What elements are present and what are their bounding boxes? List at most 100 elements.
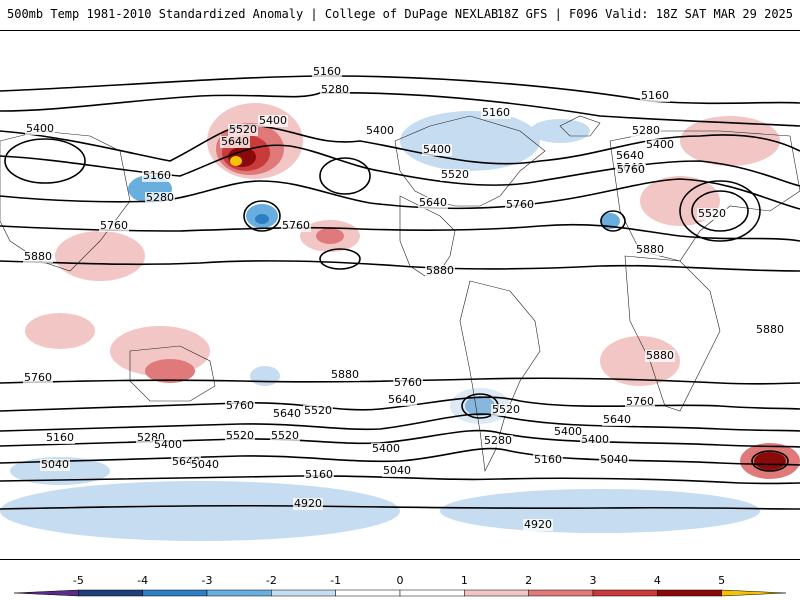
anomaly-blob: [600, 213, 620, 229]
anomaly-blob: [145, 359, 195, 383]
colorbar-segment: [271, 589, 336, 597]
contour-label-bg: [272, 408, 302, 420]
contour-label-bg: [616, 164, 646, 176]
contour-label-bg: [533, 454, 563, 466]
contour-label: 5520: [226, 429, 254, 442]
contour-label-bg: [483, 435, 513, 447]
contour-label: 5400: [581, 433, 609, 446]
contour-label-bg: [491, 404, 521, 416]
contour-label-bg: [418, 197, 448, 209]
anomaly-blob: [754, 452, 786, 470]
contour-label: 5040: [383, 464, 411, 477]
contour-label-bg: [553, 426, 583, 438]
contour-label: 4920: [294, 497, 322, 510]
map-title: 500mb Temp 1981-2010 Standardized Anomal…: [7, 7, 499, 21]
colorbar-segments: [13, 589, 787, 597]
model-run-info: 18Z GFS | F096 Valid: 18Z SAT MAR 29 202…: [496, 7, 793, 21]
contour-label-bg: [220, 136, 250, 148]
contour-label-bg: [281, 220, 311, 232]
contour-label-bg: [505, 199, 535, 211]
contour-label: 5760: [100, 219, 128, 232]
colorbar-segment: [206, 589, 272, 597]
colorbar-segment: [721, 589, 787, 597]
contour-label: 5640: [273, 407, 301, 420]
contour-label: 5400: [423, 143, 451, 156]
contour-label: 5880: [426, 264, 454, 277]
colorbar-tick-label: 4: [654, 574, 661, 587]
contour-label: 5640: [419, 196, 447, 209]
colorbar-segment: [464, 589, 529, 597]
colorbar-tick-label: 0: [397, 574, 404, 587]
contour-label: 5520: [304, 404, 332, 417]
contour-label: 5280: [632, 124, 660, 137]
contour-label: 5280: [484, 434, 512, 447]
contour-label-bg: [190, 459, 220, 471]
contour-label: 5640: [388, 393, 416, 406]
contour-label-bg: [45, 432, 75, 444]
colorbar-tick-label: 2: [525, 574, 532, 587]
contour-label-bg: [365, 125, 395, 137]
colorbar-segment: [78, 589, 143, 597]
contour-label-bg: [580, 434, 610, 446]
contour-label: 5160: [305, 468, 333, 481]
contour-label: 5640: [616, 149, 644, 162]
anomaly-blob: [316, 228, 344, 244]
colorbar-segment: [13, 589, 79, 597]
contour-label: 5160: [46, 431, 74, 444]
anomaly-blob: [680, 116, 780, 166]
contour-label-bg: [258, 115, 288, 127]
anomaly-blob: [250, 366, 280, 386]
contour-label: 5400: [154, 438, 182, 451]
contour-label-bg: [293, 498, 323, 510]
contour-label-bg: [312, 66, 342, 78]
contour-label-bg: [599, 454, 629, 466]
contour-label-bg: [225, 430, 255, 442]
contour-label: 5520: [698, 207, 726, 220]
contour-label: 5400: [554, 425, 582, 438]
colorbar-tick-label: -1: [330, 574, 341, 587]
anomaly-blob: [255, 214, 269, 224]
map-header: 500mb Temp 1981-2010 Standardized Anomal…: [0, 0, 800, 30]
contour-label: 5880: [756, 323, 784, 336]
contour-label: 5520: [441, 168, 469, 181]
anomaly-blob: [0, 481, 400, 541]
contour-label: 5760: [282, 219, 310, 232]
contour-label-bg: [142, 170, 172, 182]
contour-label: 4920: [524, 518, 552, 531]
contour-label-bg: [602, 414, 632, 426]
contour-label: 5520: [492, 403, 520, 416]
contour-label-bg: [153, 439, 183, 451]
contour-label-bg: [645, 139, 675, 151]
colorbar-tick-label: -2: [266, 574, 277, 587]
contour-label: 5640: [221, 135, 249, 148]
colorbar-segment: [335, 589, 401, 597]
colorbar-tick-label: 1: [461, 574, 468, 587]
contour-label-bg: [304, 469, 334, 481]
colorbar-segment: [142, 589, 208, 597]
anomaly-blob: [530, 119, 590, 143]
colorbar-tick-label: -4: [137, 574, 148, 587]
contour-label-bg: [425, 265, 455, 277]
contour-label-bg: [645, 350, 675, 362]
contour-label-bg: [25, 123, 55, 135]
contour-label: 5160: [313, 65, 341, 78]
contour-label: 5400: [366, 124, 394, 137]
colorbar-segment: [592, 589, 658, 597]
contour-label-bg: [225, 400, 255, 412]
contour-label: 5280: [321, 83, 349, 96]
contour-label-bg: [99, 220, 129, 232]
contour-label-bg: [631, 125, 661, 137]
colorbar-tick-label: 3: [590, 574, 597, 587]
colorbar-segment: [657, 589, 722, 597]
anomaly-colorbar: -5 -4 -3 -2 -1 0 1 2 3 4 5: [13, 574, 787, 597]
contour-label-bg: [615, 150, 645, 162]
colorbar-ticks: -5 -4 -3 -2 -1 0 1 2 3 4 5: [73, 574, 725, 587]
contour-label: 5880: [646, 349, 674, 362]
anomaly-blob: [25, 313, 95, 349]
contour-label: 5400: [259, 114, 287, 127]
contour-label-bg: [40, 459, 70, 471]
contour-label-bg: [228, 124, 258, 136]
anomaly-blob: [600, 336, 680, 386]
contour-label-bg: [23, 251, 53, 263]
